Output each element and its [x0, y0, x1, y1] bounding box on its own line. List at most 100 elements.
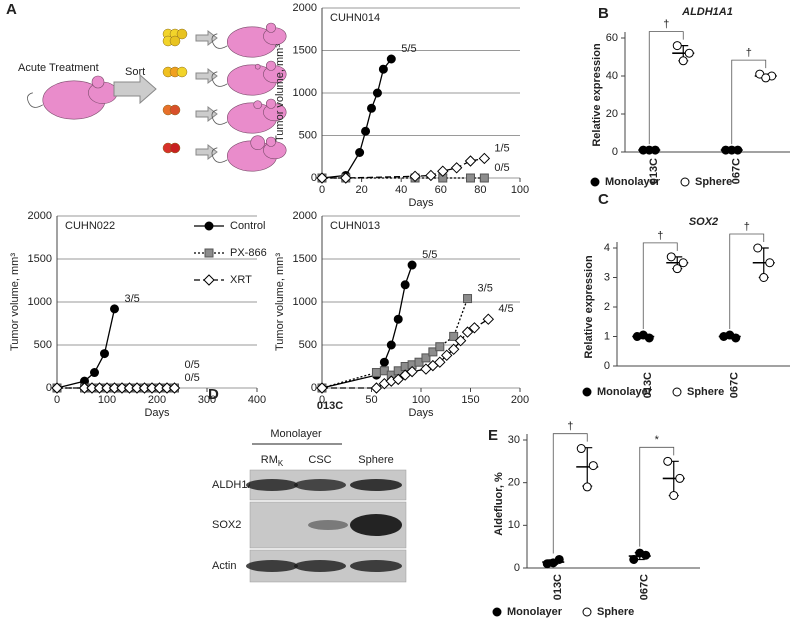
x-axis-label: Days	[144, 407, 170, 419]
point	[761, 73, 771, 83]
point	[316, 172, 328, 184]
blot-row-label: SOX2	[212, 519, 241, 531]
point	[168, 382, 181, 394]
lane-label-sub: K	[278, 459, 284, 468]
point	[138, 382, 151, 394]
end-label: 5/5	[422, 249, 437, 261]
lane-label-main: CSC	[308, 454, 331, 466]
point	[371, 368, 381, 378]
x-tick-label: 067C	[731, 158, 743, 184]
point	[678, 258, 688, 268]
series-line	[321, 58, 392, 179]
mouse-ear	[265, 98, 277, 109]
blot-row-label: ALDH1A1	[212, 479, 261, 491]
y-tick-label: 1500	[293, 44, 317, 56]
chart-title: CUHN013	[330, 220, 380, 232]
point	[582, 482, 592, 492]
point	[437, 165, 449, 177]
y-tick-label: 0	[311, 172, 317, 184]
point	[479, 173, 489, 183]
legend-label: Control	[230, 220, 265, 232]
point	[110, 304, 119, 314]
legend-marker	[680, 177, 690, 187]
point	[370, 382, 383, 394]
end-label: 0/5	[185, 359, 200, 371]
x-tick-label: 400	[248, 394, 266, 406]
point	[386, 340, 396, 350]
point	[101, 382, 113, 394]
tumor	[253, 100, 263, 109]
significance-bracket	[729, 233, 765, 330]
x-tick-label: 100	[412, 394, 430, 406]
point	[131, 382, 143, 394]
legend-marker	[590, 177, 600, 187]
point	[666, 252, 676, 262]
blot-band	[246, 560, 298, 572]
y-tick-label: 60	[606, 32, 618, 44]
cell	[169, 35, 181, 47]
point	[759, 273, 769, 282]
point	[340, 172, 352, 184]
point	[478, 152, 491, 165]
y-tick-label: 20	[606, 108, 618, 120]
panel-label: B	[598, 5, 609, 22]
cell	[176, 66, 188, 78]
end-label: 4/5	[498, 303, 513, 315]
significance-mark: †	[663, 19, 669, 31]
point	[454, 334, 467, 347]
chart-title: ALDH1A1	[681, 6, 733, 18]
end-label: 3/5	[478, 282, 493, 294]
y-tick-label: 0	[612, 146, 618, 158]
point	[392, 373, 404, 386]
point	[372, 88, 382, 98]
point	[378, 64, 388, 74]
point	[464, 155, 477, 167]
point	[644, 145, 654, 155]
legend-label: PX-866	[230, 247, 267, 259]
lane-label: RMK	[261, 454, 284, 468]
y-tick-label: 2000	[293, 2, 317, 14]
point	[638, 330, 648, 340]
point	[678, 56, 688, 66]
tumor	[254, 63, 261, 70]
arrow	[195, 143, 218, 161]
mouse-tail	[27, 92, 44, 108]
point	[727, 145, 737, 155]
significance-mark: *	[655, 434, 660, 446]
legend-marker	[582, 387, 592, 397]
point	[765, 258, 775, 268]
blot-group: Monolayer	[270, 428, 322, 440]
significance-bracket	[731, 59, 767, 145]
panel-label: C	[598, 191, 609, 208]
legend-label: Monolayer	[605, 176, 661, 188]
point	[672, 264, 682, 274]
x-tick-label: 200	[511, 394, 529, 406]
y-axis-label: Tumor volume, mm³	[274, 253, 286, 351]
legend-marker	[672, 387, 682, 397]
schematic-label: Sort	[125, 66, 145, 78]
significance-bracket	[642, 242, 678, 330]
point	[449, 331, 459, 341]
point	[146, 382, 158, 394]
point	[393, 314, 403, 324]
y-tick-label: 30	[508, 434, 520, 446]
point	[161, 382, 173, 394]
y-axis-label: Tumor volume, mm³	[274, 44, 286, 142]
mouse-ear	[265, 60, 277, 71]
point	[461, 326, 474, 338]
y-axis-label: Tumor volume, mm³	[9, 253, 21, 351]
blot-band	[350, 560, 402, 572]
x-tick-label: 013C	[642, 372, 654, 398]
blot-band	[350, 514, 402, 536]
legend-label: Monolayer	[507, 606, 563, 618]
point	[361, 126, 371, 136]
point	[672, 41, 682, 51]
y-tick-label: 0	[311, 382, 317, 394]
mouse-tail	[211, 33, 228, 49]
y-tick-label: 3	[604, 271, 610, 283]
schematic-label: Acute Treatment	[18, 62, 99, 74]
arrow	[195, 67, 218, 85]
x-tick-label: 100	[511, 184, 529, 196]
